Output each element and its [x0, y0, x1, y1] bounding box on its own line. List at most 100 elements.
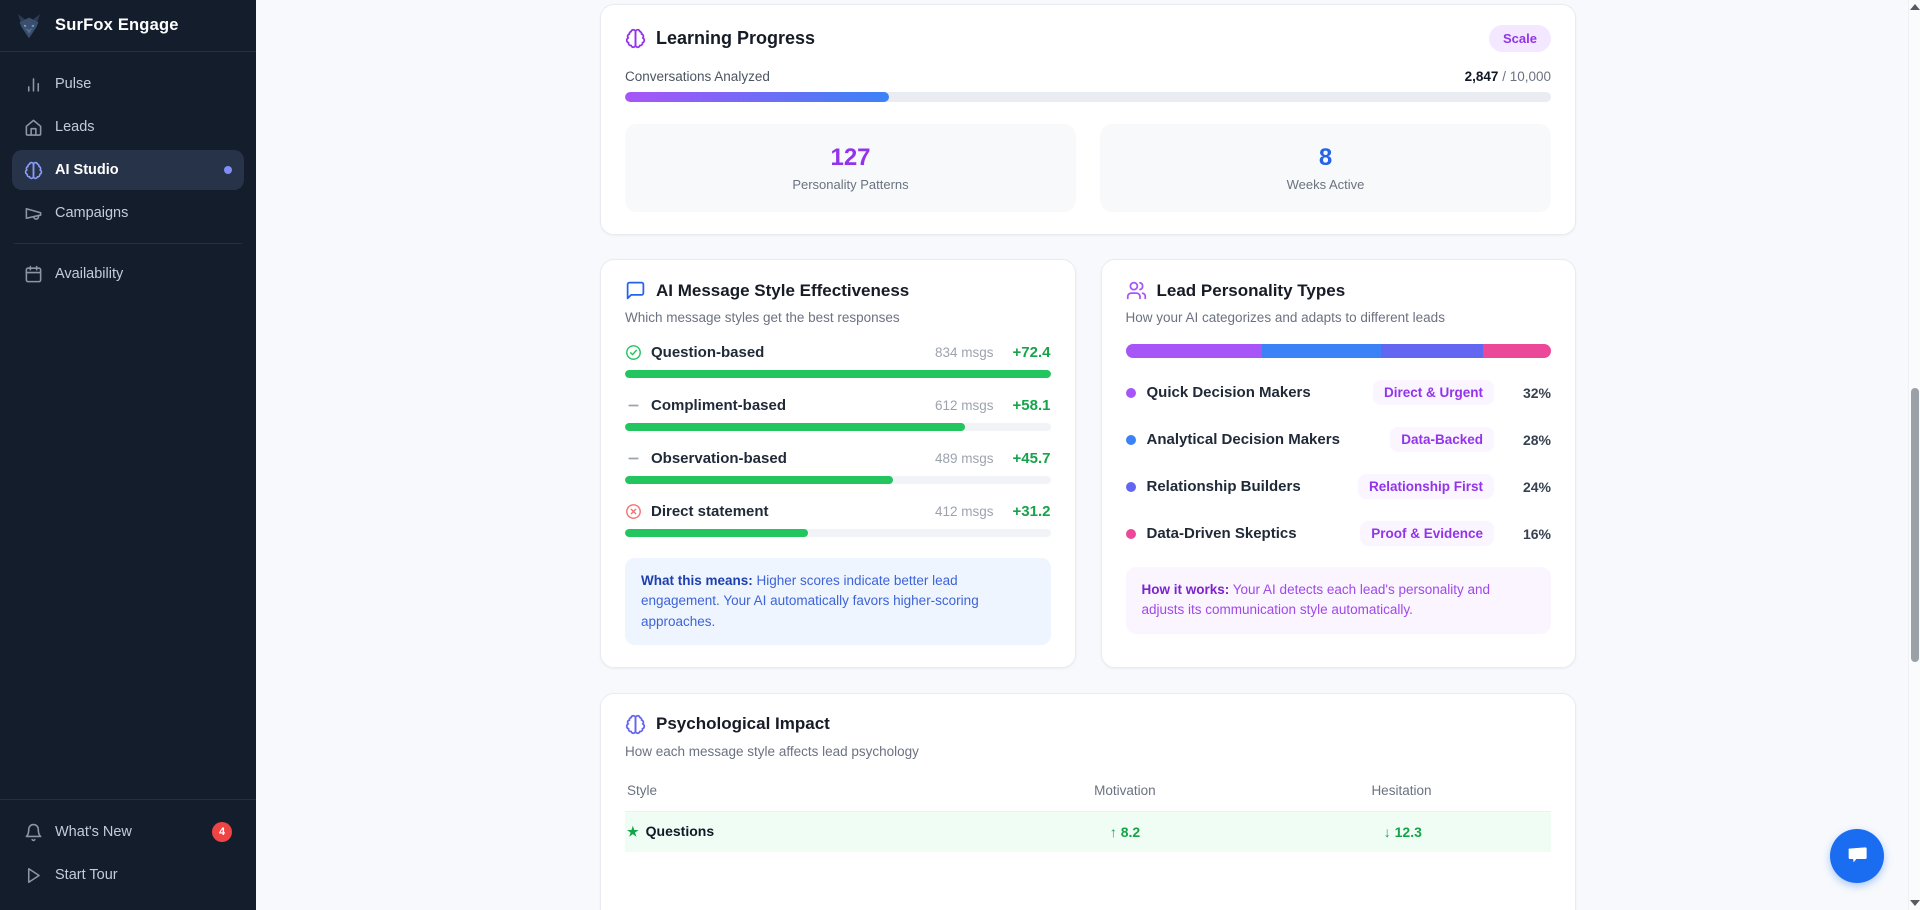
card-subtitle: Which message styles get the best respon… [625, 310, 900, 325]
msgs-count: 834 msgs [935, 345, 994, 360]
card-title: Psychological Impact [656, 714, 830, 734]
check-circle-icon [626, 345, 641, 360]
effectiveness-bar-track [625, 476, 1051, 484]
style-row-question-based: Question-based 834 msgs +72.4 [625, 344, 1051, 378]
surfox-logo-icon [14, 11, 44, 41]
sidebar-item-availability[interactable]: Availability [12, 254, 244, 294]
card-title: AI Message Style Effectiveness [656, 280, 910, 300]
conversations-progress-fill [625, 92, 889, 102]
card-title: Lead Personality Types [1156, 280, 1346, 300]
how-it-works-note: How it works: Your AI detects each lead'… [1125, 567, 1551, 634]
content-column: Learning Progress Scale Conversations An… [600, 0, 1576, 910]
brain-icon [24, 161, 43, 179]
legend-dot [1125, 528, 1136, 539]
msgs-count: 489 msgs [935, 451, 994, 466]
main-area: Learning Progress Scale Conversations An… [256, 0, 1920, 910]
effectiveness-bar-track [625, 529, 1051, 537]
effectiveness-score: +58.1 [1012, 397, 1051, 414]
persona-row-data-driven-skeptics: Data-Driven Skeptics Proof & Evidence 16… [1125, 521, 1551, 546]
effectiveness-bar-track [625, 423, 1051, 431]
effectiveness-bar-fill [625, 423, 966, 431]
msgs-count: 612 msgs [935, 398, 994, 413]
stat-label: Weeks Active [1286, 177, 1365, 192]
star-icon: ★ [627, 824, 639, 840]
megaphone-icon [25, 207, 42, 220]
col-style: Style [627, 782, 658, 798]
scrollbar-thumb[interactable] [1911, 388, 1919, 662]
metric-label: Conversations Analyzed [625, 69, 770, 84]
sidebar-item-ai-studio[interactable]: AI Studio [12, 150, 244, 190]
card-subtitle: How each message style affects lead psyc… [625, 743, 919, 759]
chat-widget-button[interactable] [1830, 829, 1884, 883]
message-effectiveness-card: AI Message Style Effectiveness Which mes… [600, 259, 1076, 668]
effectiveness-bar-fill [625, 370, 1051, 378]
message-square-icon [626, 281, 645, 300]
scroll-down-arrow[interactable] [1910, 900, 1920, 906]
calendar-icon [25, 265, 42, 282]
segment [1125, 344, 1262, 358]
effectiveness-bar-fill [625, 529, 808, 537]
nav-divider [14, 243, 242, 244]
sidebar-bottom: What's New 4 Start Tour [0, 799, 256, 910]
bell-icon [25, 823, 42, 841]
sidebar-item-campaigns[interactable]: Campaigns [12, 193, 244, 233]
conversations-progress-track [625, 92, 1551, 102]
stat-weeks-active: 8 Weeks Active [1100, 124, 1551, 212]
style-row-observation-based: Observation-based 489 msgs +45.7 [625, 450, 1051, 484]
users-icon [1126, 281, 1146, 300]
personality-types-card: Lead Personality Types How your AI categ… [1100, 259, 1576, 668]
dash-icon [628, 457, 639, 460]
sidebar-item-start-tour[interactable]: Start Tour [12, 855, 244, 895]
play-icon [27, 867, 40, 883]
legend-dot [1125, 434, 1136, 445]
stat-label: Personality Patterns [792, 177, 909, 192]
style-row-compliment-based: Compliment-based 612 msgs +58.1 [625, 397, 1051, 431]
legend-dot [1125, 387, 1136, 398]
stat-value: 8 [1318, 144, 1333, 171]
persona-percent: 28% [1522, 431, 1551, 448]
persona-percent: 24% [1522, 478, 1551, 495]
approach-tag: Relationship First [1357, 474, 1494, 499]
brand-header: SurFox Engage [0, 0, 256, 52]
effectiveness-score: +31.2 [1012, 503, 1051, 520]
sidebar-item-whats-new[interactable]: What's New 4 [12, 812, 244, 852]
table-row-questions: ★ Questions ↑ 8.2 ↓ 12.3 [625, 811, 1551, 852]
active-indicator-dot [224, 166, 232, 174]
persona-row-relationship-builders: Relationship Builders Relationship First… [1125, 474, 1551, 499]
col-motivation: Motivation [1094, 782, 1156, 798]
table-header: Style Motivation Hesitation [625, 775, 1551, 812]
segment [1380, 344, 1483, 358]
plan-badge: Scale [1489, 25, 1551, 52]
sidebar-item-pulse[interactable]: Pulse [12, 64, 244, 104]
bar-chart-icon [27, 77, 40, 92]
persona-row-quick-decision-makers: Quick Decision Makers Direct & Urgent 32… [1125, 380, 1551, 405]
motivation-value: ↑ 8.2 [1109, 823, 1141, 840]
hesitation-value: ↓ 12.3 [1383, 823, 1422, 840]
sidebar-item-leads[interactable]: Leads [12, 107, 244, 147]
persona-percent: 32% [1522, 384, 1551, 401]
effectiveness-score: +45.7 [1012, 450, 1051, 467]
card-subtitle: How your AI categorizes and adapts to di… [1125, 310, 1445, 325]
effectiveness-score: +72.4 [1012, 344, 1051, 361]
persona-row-analytical-decision-makers: Analytical Decision Makers Data-Backed 2… [1125, 427, 1551, 452]
legend-dot [1125, 481, 1136, 492]
personality-distribution-bar [1125, 344, 1551, 358]
scrollbar[interactable] [1908, 0, 1920, 910]
learning-progress-card: Learning Progress Scale Conversations An… [600, 4, 1576, 235]
scroll-up-arrow[interactable] [1910, 4, 1920, 10]
stat-personality-patterns: 127 Personality Patterns [625, 124, 1076, 212]
brain-icon [625, 28, 646, 49]
persona-percent: 16% [1522, 525, 1551, 542]
metric-count: 2,847 / 10,000 [1464, 69, 1551, 84]
segment [1261, 344, 1381, 358]
effectiveness-bar-fill [625, 476, 894, 484]
what-this-means-note: What this means: Higher scores indicate … [625, 558, 1051, 645]
msgs-count: 412 msgs [935, 504, 994, 519]
notification-badge: 4 [212, 822, 232, 842]
chat-bubble-icon [1848, 847, 1867, 863]
approach-tag: Data-Backed [1390, 427, 1494, 452]
psychological-impact-card: Psychological Impact How each message st… [600, 692, 1576, 910]
approach-tag: Proof & Evidence [1360, 521, 1494, 546]
brain-icon [625, 714, 646, 734]
dash-icon [628, 404, 639, 407]
